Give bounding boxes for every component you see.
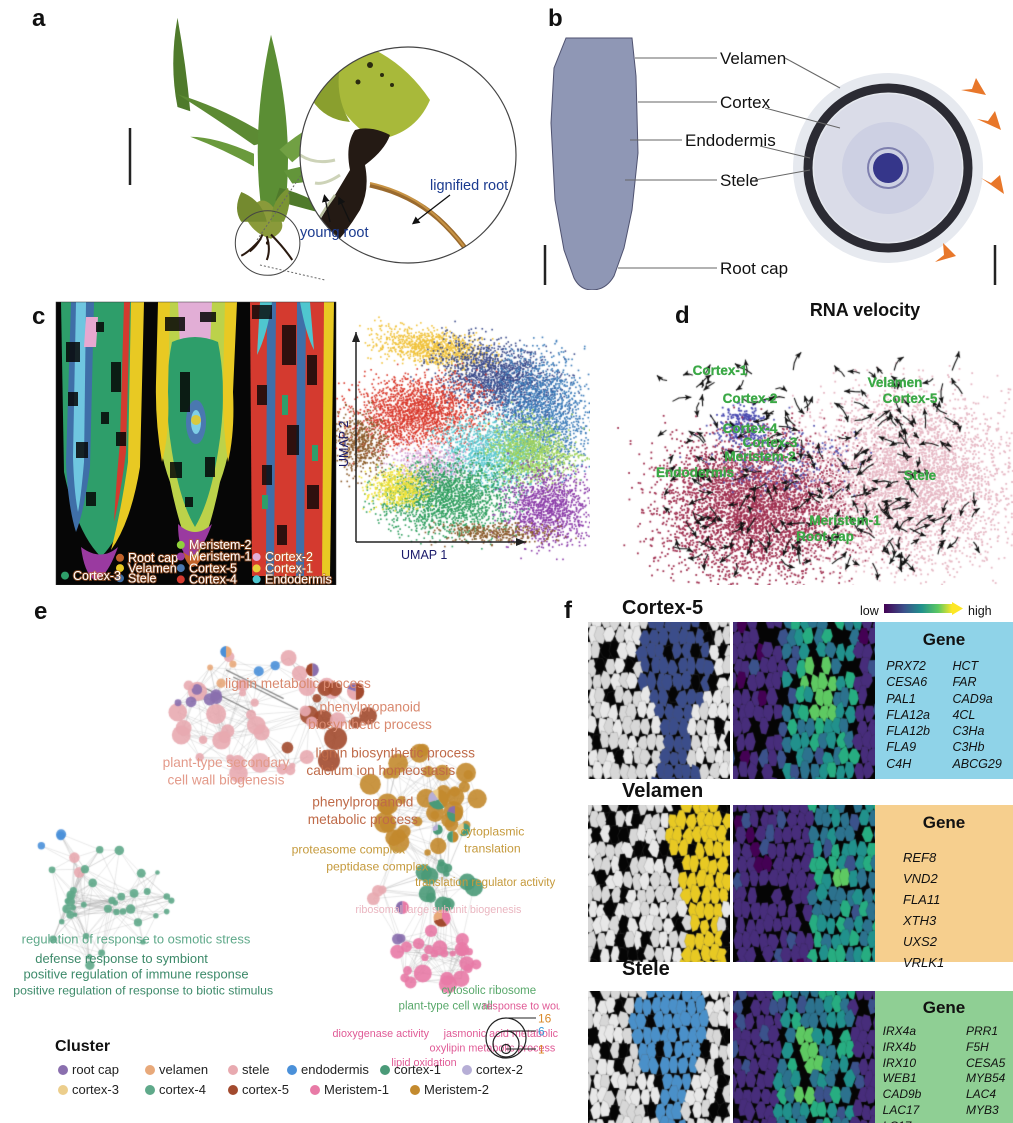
svg-text:Stele: Stele (720, 171, 759, 190)
svg-text:lignified root: lignified root (430, 178, 508, 194)
svg-text:cytosolic ribosome: cytosolic ribosome (441, 985, 536, 997)
svg-text:Velamen: Velamen (720, 49, 786, 68)
svg-text:Cortex-2: Cortex-2 (723, 391, 778, 406)
svg-text:Cortex-3: Cortex-3 (743, 435, 798, 450)
svg-text:metabolic process: metabolic process (308, 812, 418, 827)
svg-text:defense response to symbiont: defense response to symbiont (35, 951, 208, 966)
svg-text:cell wall biogenesis: cell wall biogenesis (168, 772, 285, 787)
svg-text:Cortex-4: Cortex-4 (723, 421, 778, 436)
svg-text:cortex-5: cortex-5 (242, 1082, 289, 1097)
svg-text:Root cap: Root cap (796, 529, 854, 544)
svg-text:Cortex-5: Cortex-5 (883, 391, 938, 406)
svg-text:cytoplasmic: cytoplasmic (460, 824, 524, 838)
svg-text:phenylpropanoid: phenylpropanoid (312, 795, 413, 810)
svg-text:UMAP 2: UMAP 2 (337, 421, 351, 467)
svg-text:Cortex-1: Cortex-1 (693, 363, 748, 378)
svg-text:calcium ion homeostasis: calcium ion homeostasis (306, 763, 455, 778)
svg-text:lignin metabolic process: lignin metabolic process (225, 676, 371, 691)
svg-text:Endodermis: Endodermis (685, 131, 776, 150)
svg-text:velamen: velamen (159, 1062, 208, 1077)
svg-text:Stele: Stele (904, 468, 937, 483)
svg-text:young root: young root (300, 225, 369, 241)
svg-text:Meristem-1: Meristem-1 (809, 513, 881, 528)
svg-text:Velamen: Velamen (868, 375, 923, 390)
svg-text:ribosomal large subunit biogen: ribosomal large subunit biogenesis (355, 904, 521, 916)
svg-text:lignin biosynthetic process: lignin biosynthetic process (315, 746, 475, 761)
svg-text:cortex-3: cortex-3 (72, 1082, 119, 1097)
svg-text:translation: translation (464, 842, 521, 856)
svg-text:cortex-4: cortex-4 (159, 1082, 206, 1097)
svg-text:UMAP 1: UMAP 1 (401, 548, 447, 562)
svg-text:Cortex: Cortex (720, 93, 771, 112)
svg-text:cortex-1: cortex-1 (394, 1062, 441, 1077)
svg-text:regulation of response to osmo: regulation of response to osmotic stress (22, 931, 251, 946)
svg-text:Stele: Stele (128, 572, 157, 586)
svg-text:positive regulation of immune: positive regulation of immune response (23, 967, 248, 982)
svg-text:Endodermis: Endodermis (265, 573, 332, 586)
svg-text:endodermis: endodermis (301, 1062, 369, 1077)
svg-text:peptidase complex: peptidase complex (326, 860, 428, 874)
svg-text:stele: stele (242, 1062, 269, 1077)
svg-text:Meristem-2: Meristem-2 (724, 449, 795, 464)
svg-text:root cap: root cap (72, 1062, 119, 1077)
svg-text:positive regulation of respons: positive regulation of response to bioti… (13, 984, 273, 998)
svg-text:biosynthetic process: biosynthetic process (308, 717, 432, 732)
svg-text:dioxygenase activity: dioxygenase activity (333, 1028, 430, 1040)
svg-text:translation regulator activity: translation regulator activity (415, 877, 555, 889)
svg-text:Cortex-3: Cortex-3 (73, 569, 121, 583)
svg-text:cortex-2: cortex-2 (476, 1062, 523, 1077)
svg-text:phenylpropanoid: phenylpropanoid (319, 700, 420, 715)
svg-text:plant-type secondary: plant-type secondary (163, 755, 290, 770)
svg-text:high: high (968, 604, 992, 618)
svg-text:Meristem-2: Meristem-2 (424, 1082, 489, 1097)
svg-text:Cortex-4: Cortex-4 (189, 573, 237, 585)
svg-text:proteasome complex: proteasome complex (292, 842, 406, 856)
svg-text:low: low (860, 604, 880, 618)
svg-text:6: 6 (538, 1025, 545, 1039)
svg-text:Endodermis: Endodermis (656, 465, 734, 480)
svg-text:Root cap: Root cap (720, 259, 788, 278)
svg-text:Meristem-1: Meristem-1 (324, 1082, 389, 1097)
svg-text:16: 16 (538, 1012, 552, 1026)
svg-text:1: 1 (538, 1043, 545, 1057)
